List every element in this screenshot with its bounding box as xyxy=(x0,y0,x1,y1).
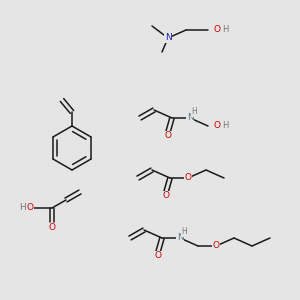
Text: O: O xyxy=(26,203,34,212)
Text: H: H xyxy=(222,26,228,34)
Text: O: O xyxy=(184,173,191,182)
Text: N: N xyxy=(187,113,194,122)
Text: H: H xyxy=(191,107,197,116)
Text: H: H xyxy=(181,227,187,236)
Text: O: O xyxy=(163,191,170,200)
Text: O: O xyxy=(213,122,220,130)
Text: O: O xyxy=(49,224,56,232)
Text: H: H xyxy=(19,203,26,212)
Text: N: N xyxy=(165,34,171,43)
Text: O: O xyxy=(213,26,220,34)
Text: O: O xyxy=(154,251,161,260)
Text: O: O xyxy=(212,242,220,250)
Text: O: O xyxy=(164,131,172,140)
Text: N: N xyxy=(177,233,183,242)
Text: H: H xyxy=(222,122,228,130)
